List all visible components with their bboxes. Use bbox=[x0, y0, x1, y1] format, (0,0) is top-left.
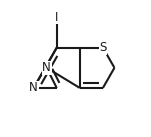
Text: S: S bbox=[99, 41, 107, 54]
Text: N: N bbox=[29, 82, 38, 95]
Text: I: I bbox=[55, 11, 58, 24]
Text: N: N bbox=[42, 61, 51, 74]
